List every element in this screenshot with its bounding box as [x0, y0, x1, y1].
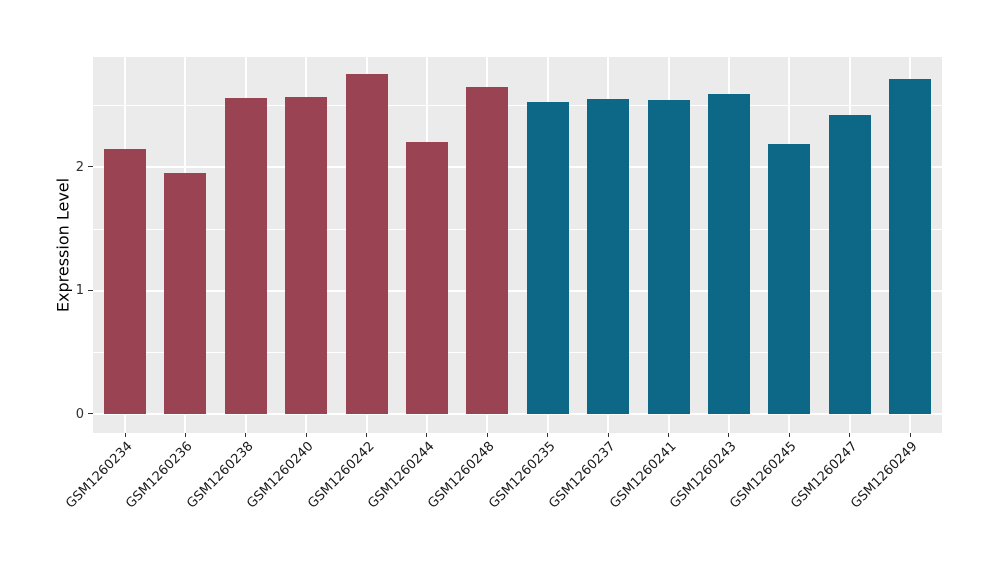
y-tick-label: 1	[75, 283, 84, 298]
bar-GSM1260237	[587, 99, 630, 414]
gridline-y-minor	[93, 228, 942, 230]
gridline-y-minor	[93, 105, 942, 107]
x-axis-tick	[547, 433, 549, 437]
y-tick-label: 0	[75, 406, 84, 422]
bar-GSM1260234	[104, 148, 146, 414]
x-axis-tick	[366, 433, 367, 437]
y-axis-tick	[88, 413, 93, 414]
bar-GSM1260244	[405, 142, 448, 414]
x-axis-tick	[849, 433, 851, 437]
gridline-y-major	[93, 413, 942, 415]
bar-GSM1260241	[647, 100, 690, 414]
x-axis-tick	[305, 433, 307, 437]
x-axis-tick	[668, 433, 669, 437]
x-axis-tick	[426, 433, 428, 437]
bar-GSM1260245	[768, 143, 811, 414]
x-axis-tick	[728, 433, 730, 437]
bar-GSM1260248	[466, 86, 509, 414]
x-axis-tick	[184, 433, 186, 437]
y-tick-label: 2	[75, 159, 84, 175]
x-axis-tick	[909, 433, 911, 437]
y-axis-tick	[88, 289, 93, 291]
bar-GSM1260240	[285, 96, 328, 414]
plot-panel	[93, 57, 942, 433]
bar-GSM1260242	[345, 74, 388, 414]
gridline-y-major	[93, 289, 942, 292]
x-axis-tick	[124, 433, 126, 437]
bar-GSM1260243	[707, 94, 750, 414]
bar-GSM1260238	[224, 97, 267, 414]
gridline-y-major	[93, 166, 942, 168]
x-axis-tick	[607, 433, 609, 437]
x-axis-tick	[486, 433, 488, 437]
gridline-y-minor	[93, 352, 942, 354]
x-axis-tick	[245, 433, 247, 437]
y-axis-tick	[88, 166, 93, 167]
bar-GSM1260249	[889, 79, 931, 414]
bar-GSM1260235	[526, 101, 569, 414]
bar-GSM1260236	[164, 173, 207, 414]
x-axis-tick	[788, 433, 790, 437]
bar-GSM1260247	[828, 115, 871, 414]
